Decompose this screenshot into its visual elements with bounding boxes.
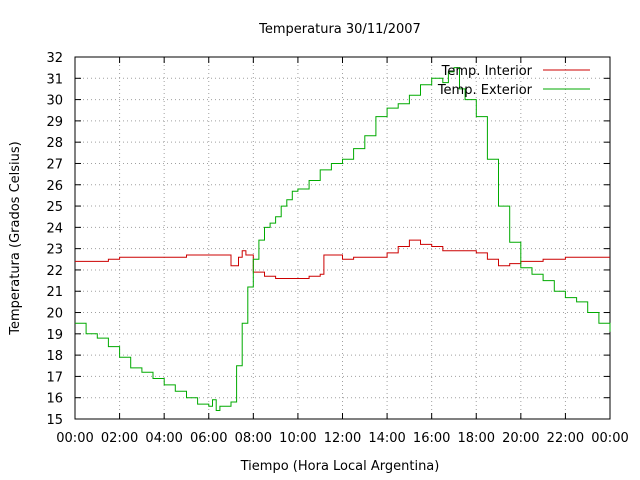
series-group xyxy=(75,67,611,411)
y-tick-label: 29 xyxy=(46,115,63,130)
x-tick-label: 02:00 xyxy=(101,431,138,446)
y-tick-label: 20 xyxy=(46,307,63,322)
y-tick-label: 17 xyxy=(46,370,63,385)
y-tick-label: 26 xyxy=(46,179,63,194)
x-tick-label: 04:00 xyxy=(145,431,182,446)
y-tick-label: 22 xyxy=(46,264,63,279)
legend-label-exterior: Temp. Exterior xyxy=(437,83,533,98)
y-axis-label: Temperatura (Grados Celsius) xyxy=(8,141,23,335)
y-tick-label: 18 xyxy=(46,349,63,364)
legend-label-interior: Temp. Interior xyxy=(441,64,533,79)
x-tick-label: 06:00 xyxy=(190,431,227,446)
y-tick-label: 23 xyxy=(46,243,63,258)
y-tick-label: 30 xyxy=(46,94,63,109)
series-line-interior xyxy=(75,239,610,279)
x-tick-label: 16:00 xyxy=(413,431,450,446)
x-tick-label: 20:00 xyxy=(502,431,539,446)
x-tick-label: 10:00 xyxy=(279,431,316,446)
axis-ticks: 00:00 02:00 04:00 06:00 08:00 10:00 12:00 14:00… xyxy=(46,51,628,446)
y-tick-label: 15 xyxy=(46,413,63,428)
x-tick-label: 08:00 xyxy=(235,431,272,446)
y-tick-label: 28 xyxy=(46,136,63,151)
y-tick-label: 19 xyxy=(46,328,63,343)
x-tick-label: 12:00 xyxy=(324,431,361,446)
x-axis-label: Tiempo (Hora Local Argentina) xyxy=(240,459,440,474)
legend: Temp. Interior Temp. Exterior xyxy=(437,64,590,98)
x-tick-label: 00:00 xyxy=(56,431,93,446)
y-tick-label: 31 xyxy=(46,72,63,87)
series-line-exterior xyxy=(75,67,611,411)
y-tick-label: 24 xyxy=(46,221,63,236)
y-tick-label: 16 xyxy=(46,392,63,407)
x-tick-label: 00:00 xyxy=(591,431,628,446)
y-tick-label: 25 xyxy=(46,200,63,215)
chart-title: Temperatura 30/11/2007 xyxy=(258,22,421,37)
y-tick-label: 27 xyxy=(46,157,63,172)
y-tick-label: 21 xyxy=(46,285,63,300)
x-tick-label: 22:00 xyxy=(547,431,584,446)
grid xyxy=(75,57,610,419)
x-tick-label: 14:00 xyxy=(368,431,405,446)
y-tick-label: 32 xyxy=(46,51,63,66)
x-tick-label: 18:00 xyxy=(458,431,495,446)
